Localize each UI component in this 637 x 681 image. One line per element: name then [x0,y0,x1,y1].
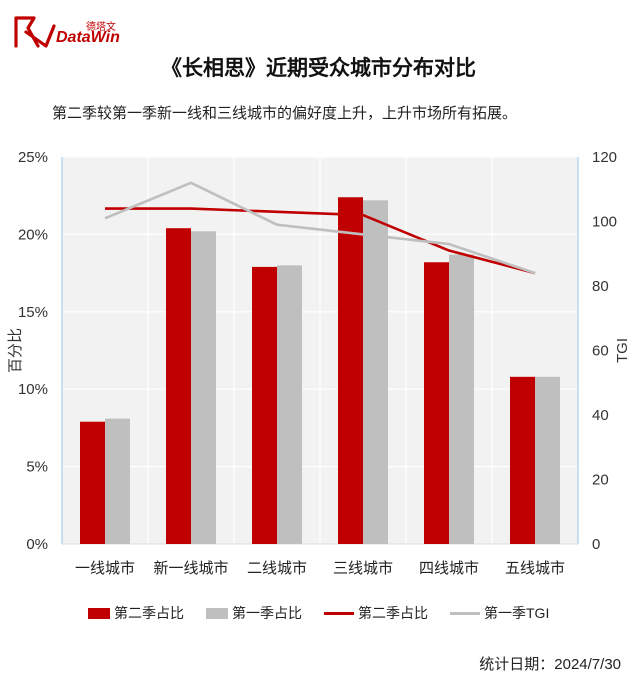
legend-swatch-s2-bar [88,607,110,619]
y2-tick-label: 0 [592,536,600,553]
bar-season1 [105,418,130,544]
bar-season1 [191,231,216,544]
legend-item-s1-line: 第一季TGI [450,603,549,623]
bar-season1 [535,376,560,544]
y2-tick-label: 20 [592,472,609,489]
logo-en-text: DataWin [56,29,120,46]
y2-tick-label: 120 [592,149,617,166]
bar-season1 [277,265,302,544]
legend-item-s1-bar: 第一季占比 [206,603,302,623]
bar-season2 [424,262,449,544]
bar-season2 [166,228,191,544]
x-tick-label: 五线城市 [505,560,565,577]
bar-season2 [80,421,105,544]
line-season1-tgi [104,181,536,275]
legend-item-s2-line: 第二季占比 [324,603,428,623]
y-tick-label: 5% [26,459,48,476]
bar-season2 [510,376,535,544]
stat-date: 统计日期：2024/7/30 [479,656,621,673]
bar-season1 [449,254,474,545]
x-tick-label: 四线城市 [419,560,479,577]
y-tick-label: 25% [18,149,48,166]
y2-tick-label: 100 [592,214,617,231]
y-axis-title: 百分比 [7,328,24,373]
x-tick-label: 三线城市 [333,560,393,577]
x-tick-label: 一线城市 [75,560,135,577]
legend-label-s2-line: 第二季占比 [358,605,428,621]
y-tick-label: 0% [26,536,48,553]
y-tick-label: 20% [18,226,48,243]
y-tick-label: 10% [18,381,48,398]
chart-title: 《长相思》近期受众城市分布对比 [161,57,476,80]
bar-season1 [363,200,388,544]
legend-swatch-s1-line [450,611,480,615]
chart-subtitle: 第二季较第一季新一线和三线城市的偏好度上升，上升市场所有拓展。 [52,105,518,122]
y2-axis-title: TGI [614,338,631,363]
x-tick-label: 二线城市 [247,560,307,577]
logo-mark [14,16,56,48]
legend-swatch-s1-bar [206,607,228,619]
y2-tick-label: 80 [592,278,609,295]
y-tick-label: 15% [18,304,48,321]
legend-label-s1-bar: 第一季占比 [232,605,302,621]
bar-season2 [252,266,277,544]
bar-season2 [338,197,363,545]
x-tick-label: 新一线城市 [153,560,228,577]
y2-tick-label: 40 [592,407,609,424]
legend: 第二季占比 第一季占比 第二季占比 第一季TGI [88,603,549,623]
y2-tick-label: 60 [592,343,609,360]
legend-label-s2-bar: 第二季占比 [114,605,184,621]
line-season2 [105,207,536,275]
datawin-logo [14,16,56,48]
legend-swatch-s2-line [324,611,354,615]
logo-cn-text: 德塔文 [86,22,116,33]
legend-label-s1-line: 第一季TGI [484,605,550,621]
legend-item-s2-bar: 第二季占比 [88,603,184,623]
